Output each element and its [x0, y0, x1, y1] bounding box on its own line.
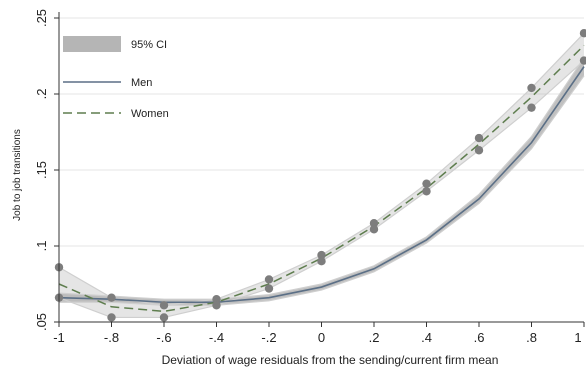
- x-tick-label: 0: [318, 330, 325, 345]
- ci-lower-point: [212, 301, 221, 310]
- y-tick-label: .05: [34, 313, 49, 331]
- x-tick-label: -.6: [156, 330, 171, 345]
- ci-lower-point: [264, 284, 274, 293]
- ci-upper-point: [107, 293, 116, 302]
- ci-lower-point: [527, 103, 536, 112]
- x-tick-label: -.4: [209, 330, 224, 345]
- ci-band-men: [59, 57, 584, 306]
- y-tick-label: .25: [34, 9, 49, 27]
- x-tick-label: -.8: [104, 330, 119, 345]
- legend-label: Men: [131, 77, 152, 89]
- x-axis-label: Deviation of wage residuals from the sen…: [162, 353, 499, 367]
- legend-label: Women: [131, 108, 169, 120]
- x-tick-label: 1: [574, 330, 581, 345]
- series-line-women: [58, 44, 585, 313]
- ci-lower-point: [369, 225, 379, 234]
- ci-upper-point: [579, 29, 586, 38]
- ci-upper-point: [159, 301, 169, 310]
- legend-ci-swatch: [63, 36, 121, 52]
- ci-upper-point: [474, 133, 484, 143]
- x-tick-label: .2: [369, 330, 380, 345]
- series-line-men: [58, 66, 585, 304]
- series-line-layer: [58, 44, 585, 313]
- ci-upper-point: [369, 219, 379, 228]
- y-tick-label: .2: [34, 89, 49, 100]
- ci-upper-point: [212, 295, 221, 304]
- x-tick-label: -1: [53, 330, 65, 345]
- ci-lower-point: [107, 313, 116, 322]
- ci-upper-point: [527, 83, 536, 93]
- ci-lower-point: [474, 146, 484, 155]
- ci-bound-layer: [58, 32, 585, 319]
- ci-lower-point: [159, 313, 169, 322]
- y-axis-label: Job to job transitions: [12, 129, 23, 221]
- x-tick-label: .6: [474, 330, 485, 345]
- axis-layer: .05 .1 .15 .2 .25 -1 -.8 -.6 -.4 -.2 0 .2 .4 .6 .8 1: [34, 9, 585, 345]
- ci-bound-men: [58, 57, 585, 300]
- legend: 95% CI Men Women: [63, 36, 169, 120]
- ci-upper-point: [264, 275, 274, 284]
- y-tick-label: .15: [34, 161, 49, 179]
- ci-upper-point: [317, 250, 326, 260]
- ci-lower-point: [422, 187, 431, 196]
- ci-marker-layer: [54, 29, 586, 322]
- ci-lower-point: [579, 56, 586, 65]
- x-tick-label: .8: [526, 330, 537, 345]
- y-tick-label: .1: [34, 241, 49, 252]
- ci-lower-point: [317, 257, 326, 266]
- legend-label: 95% CI: [131, 39, 167, 51]
- x-tick-label: .4: [421, 330, 432, 345]
- ci-upper-point: [422, 179, 431, 188]
- ci-bound-women: [58, 60, 585, 319]
- ci-bound-men: [59, 75, 585, 306]
- x-tick-label: -.2: [261, 330, 276, 345]
